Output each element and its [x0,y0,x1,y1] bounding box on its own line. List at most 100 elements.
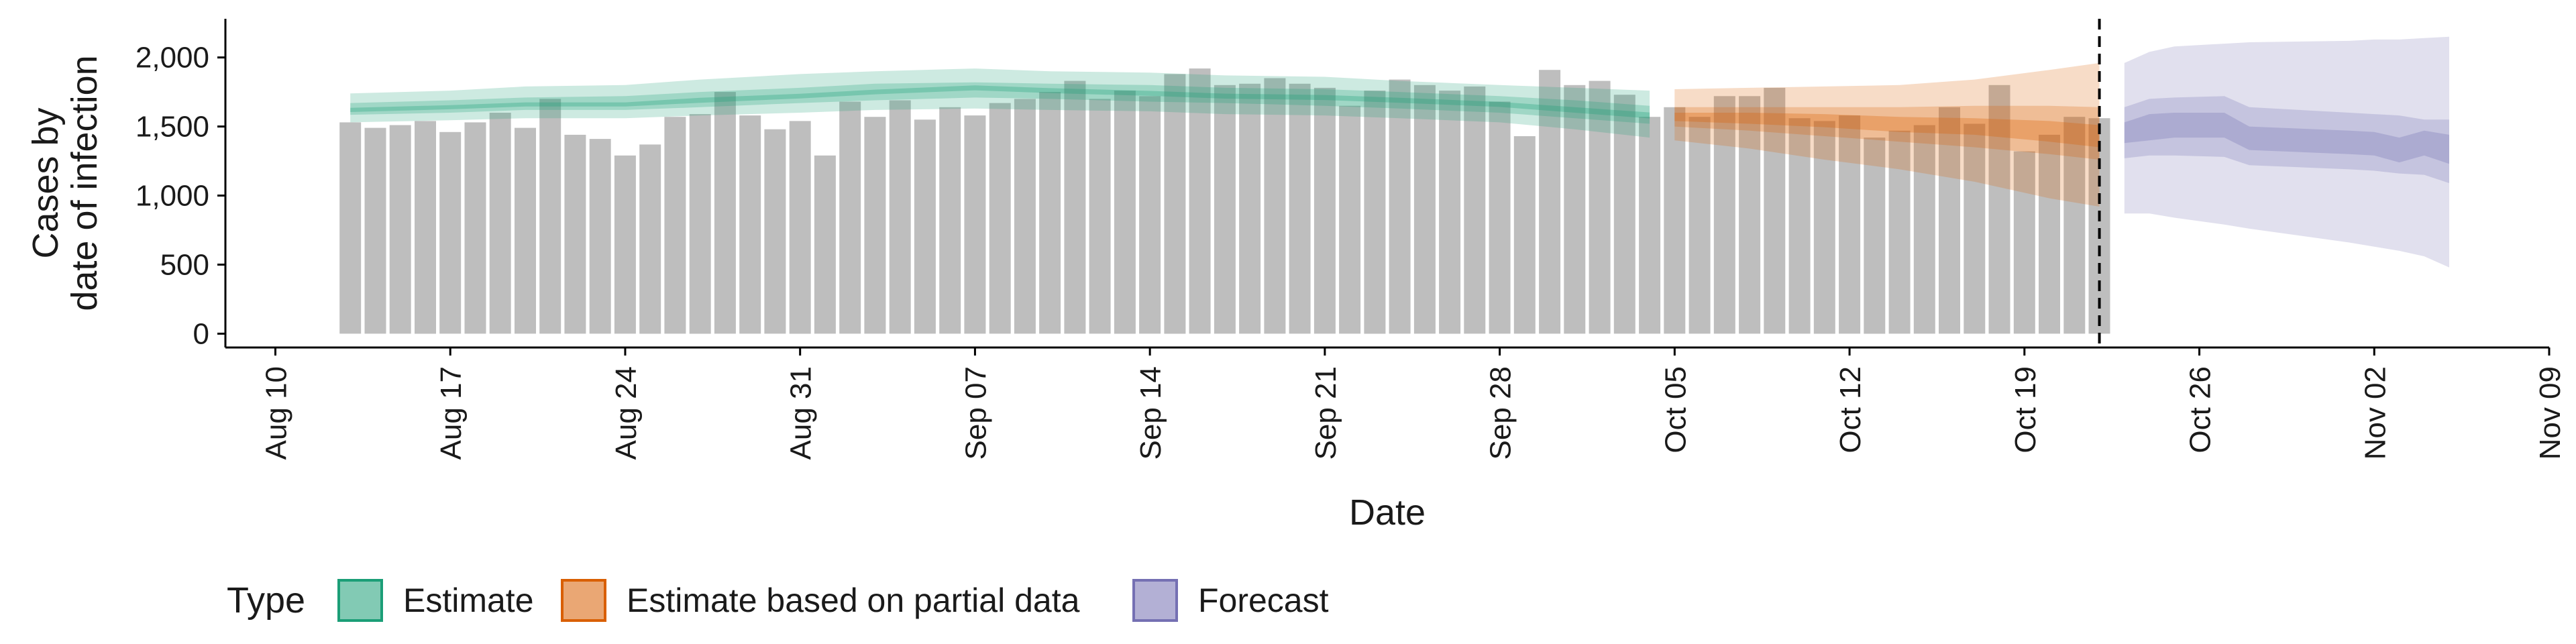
y-axis-title-line: date of infection [64,55,105,311]
case-bar [1639,117,1661,334]
legend-key [1132,579,1178,622]
case-bar [415,121,436,334]
case-bar [1764,87,1786,334]
x-tick-label: Sep 07 [959,366,992,460]
case-bar [664,117,686,334]
forecast-90-band [2124,36,2449,268]
case-bar [1189,68,1211,334]
y-axis-title-text: Cases bydate of infection [25,55,105,311]
legend-title: Type [227,580,305,621]
legend-label: Estimate based on partial data [627,582,1080,619]
case-bar [1413,85,1436,334]
x-axis-ticks: Aug 10 Aug 17 Aug 24 Aug 31 Sep 07 Sep 14 Sep … [260,347,2567,460]
case-bar [1613,95,1635,334]
legend-key [561,579,606,622]
legend-label: Estimate [403,582,534,619]
case-bar [1214,85,1236,334]
forecast-20-band [2124,113,2449,164]
case-bar [1888,130,1911,334]
case-bar [639,144,661,334]
case-bar [1713,96,1735,334]
y-tick-label: 1,000 [136,180,209,213]
case-bar [814,155,836,334]
case-bar [2088,118,2110,334]
y-tick-label: 1,500 [136,111,209,144]
case-bar [1489,101,1511,334]
y-tick-label: 500 [160,248,209,281]
estimate-90-band [350,68,1650,138]
case-bar [689,114,711,334]
x-tick-label: Aug 10 [260,366,292,460]
case-bar [2039,134,2060,334]
case-bar [1064,80,1086,334]
case-bar [1513,136,1536,334]
x-tick-label: Sep 28 [1485,366,1517,460]
reported-cases-bars [339,68,2110,334]
case-bar [1114,91,1136,334]
case-bar [1264,78,1286,334]
case-bar [1139,96,1161,334]
case-bar [489,113,511,334]
x-tick-label: Aug 31 [785,366,818,460]
case-bar [1089,99,1111,334]
case-bar [989,103,1011,334]
x-tick-label: Nov 02 [2359,366,2392,460]
case-bar [914,119,936,334]
case-bar [1313,87,1336,334]
case-bar [714,92,736,334]
case-bar [1164,74,1186,334]
case-bar [1788,118,1811,334]
case-bar [564,134,586,334]
case-bar [464,122,486,334]
x-tick-label: Oct 19 [2009,366,2042,453]
case-bar [1839,115,1861,334]
case-bar [439,131,462,334]
case-bar [1813,121,1835,334]
case-bar [739,115,761,334]
case-bar [864,117,886,334]
case-bar [1664,107,1686,334]
x-tick-label: Oct 12 [1834,366,1867,453]
case-bar [1389,79,1411,334]
estimate-ribbons [350,36,2449,268]
case-bar [964,115,986,334]
case-bar [389,125,411,334]
case-bar [1913,125,1935,334]
case-bar [1739,96,1761,334]
legend: Type Estimate Estimate based on partial da… [227,579,1329,622]
case-bar [1564,85,1586,334]
estimate-20-band [350,85,1650,119]
case-bar [364,127,386,334]
y-axis-title: Cases bydate of infection [25,55,105,311]
case-bar [539,99,561,334]
estimate-based-on-partial-data-20-band [1674,113,2100,148]
y-tick-label: 2,000 [136,42,209,74]
forecast-50-band [2124,96,2449,183]
case-bar [1464,86,1486,334]
case-bar [339,122,362,334]
x-tick-label: Nov 09 [2534,366,2567,460]
x-tick-label: Sep 14 [1134,366,1167,460]
legend-key [337,579,383,622]
case-bar [1339,105,1361,334]
case-bar [1589,80,1611,334]
case-bar [839,101,861,334]
case-bar [1864,138,1886,334]
y-axis-ticks: 0 500 1,000 1,500 2,000 [136,42,225,350]
y-tick-label: 0 [193,317,209,350]
case-bar [1039,92,1061,334]
x-tick-label: Sep 21 [1309,366,1342,460]
case-bar [1364,91,1386,334]
x-axis-title: Date [1349,492,1426,533]
y-axis-title-line: Cases by [25,107,66,258]
x-tick-label: Oct 05 [1659,366,1692,453]
case-bar [1964,123,1986,334]
x-tick-label: Aug 24 [610,366,643,460]
case-bar [1014,99,1036,334]
case-bar [764,129,786,334]
case-bar [1988,85,2010,334]
case-bar [889,100,911,334]
chart-axes [224,19,2549,349]
